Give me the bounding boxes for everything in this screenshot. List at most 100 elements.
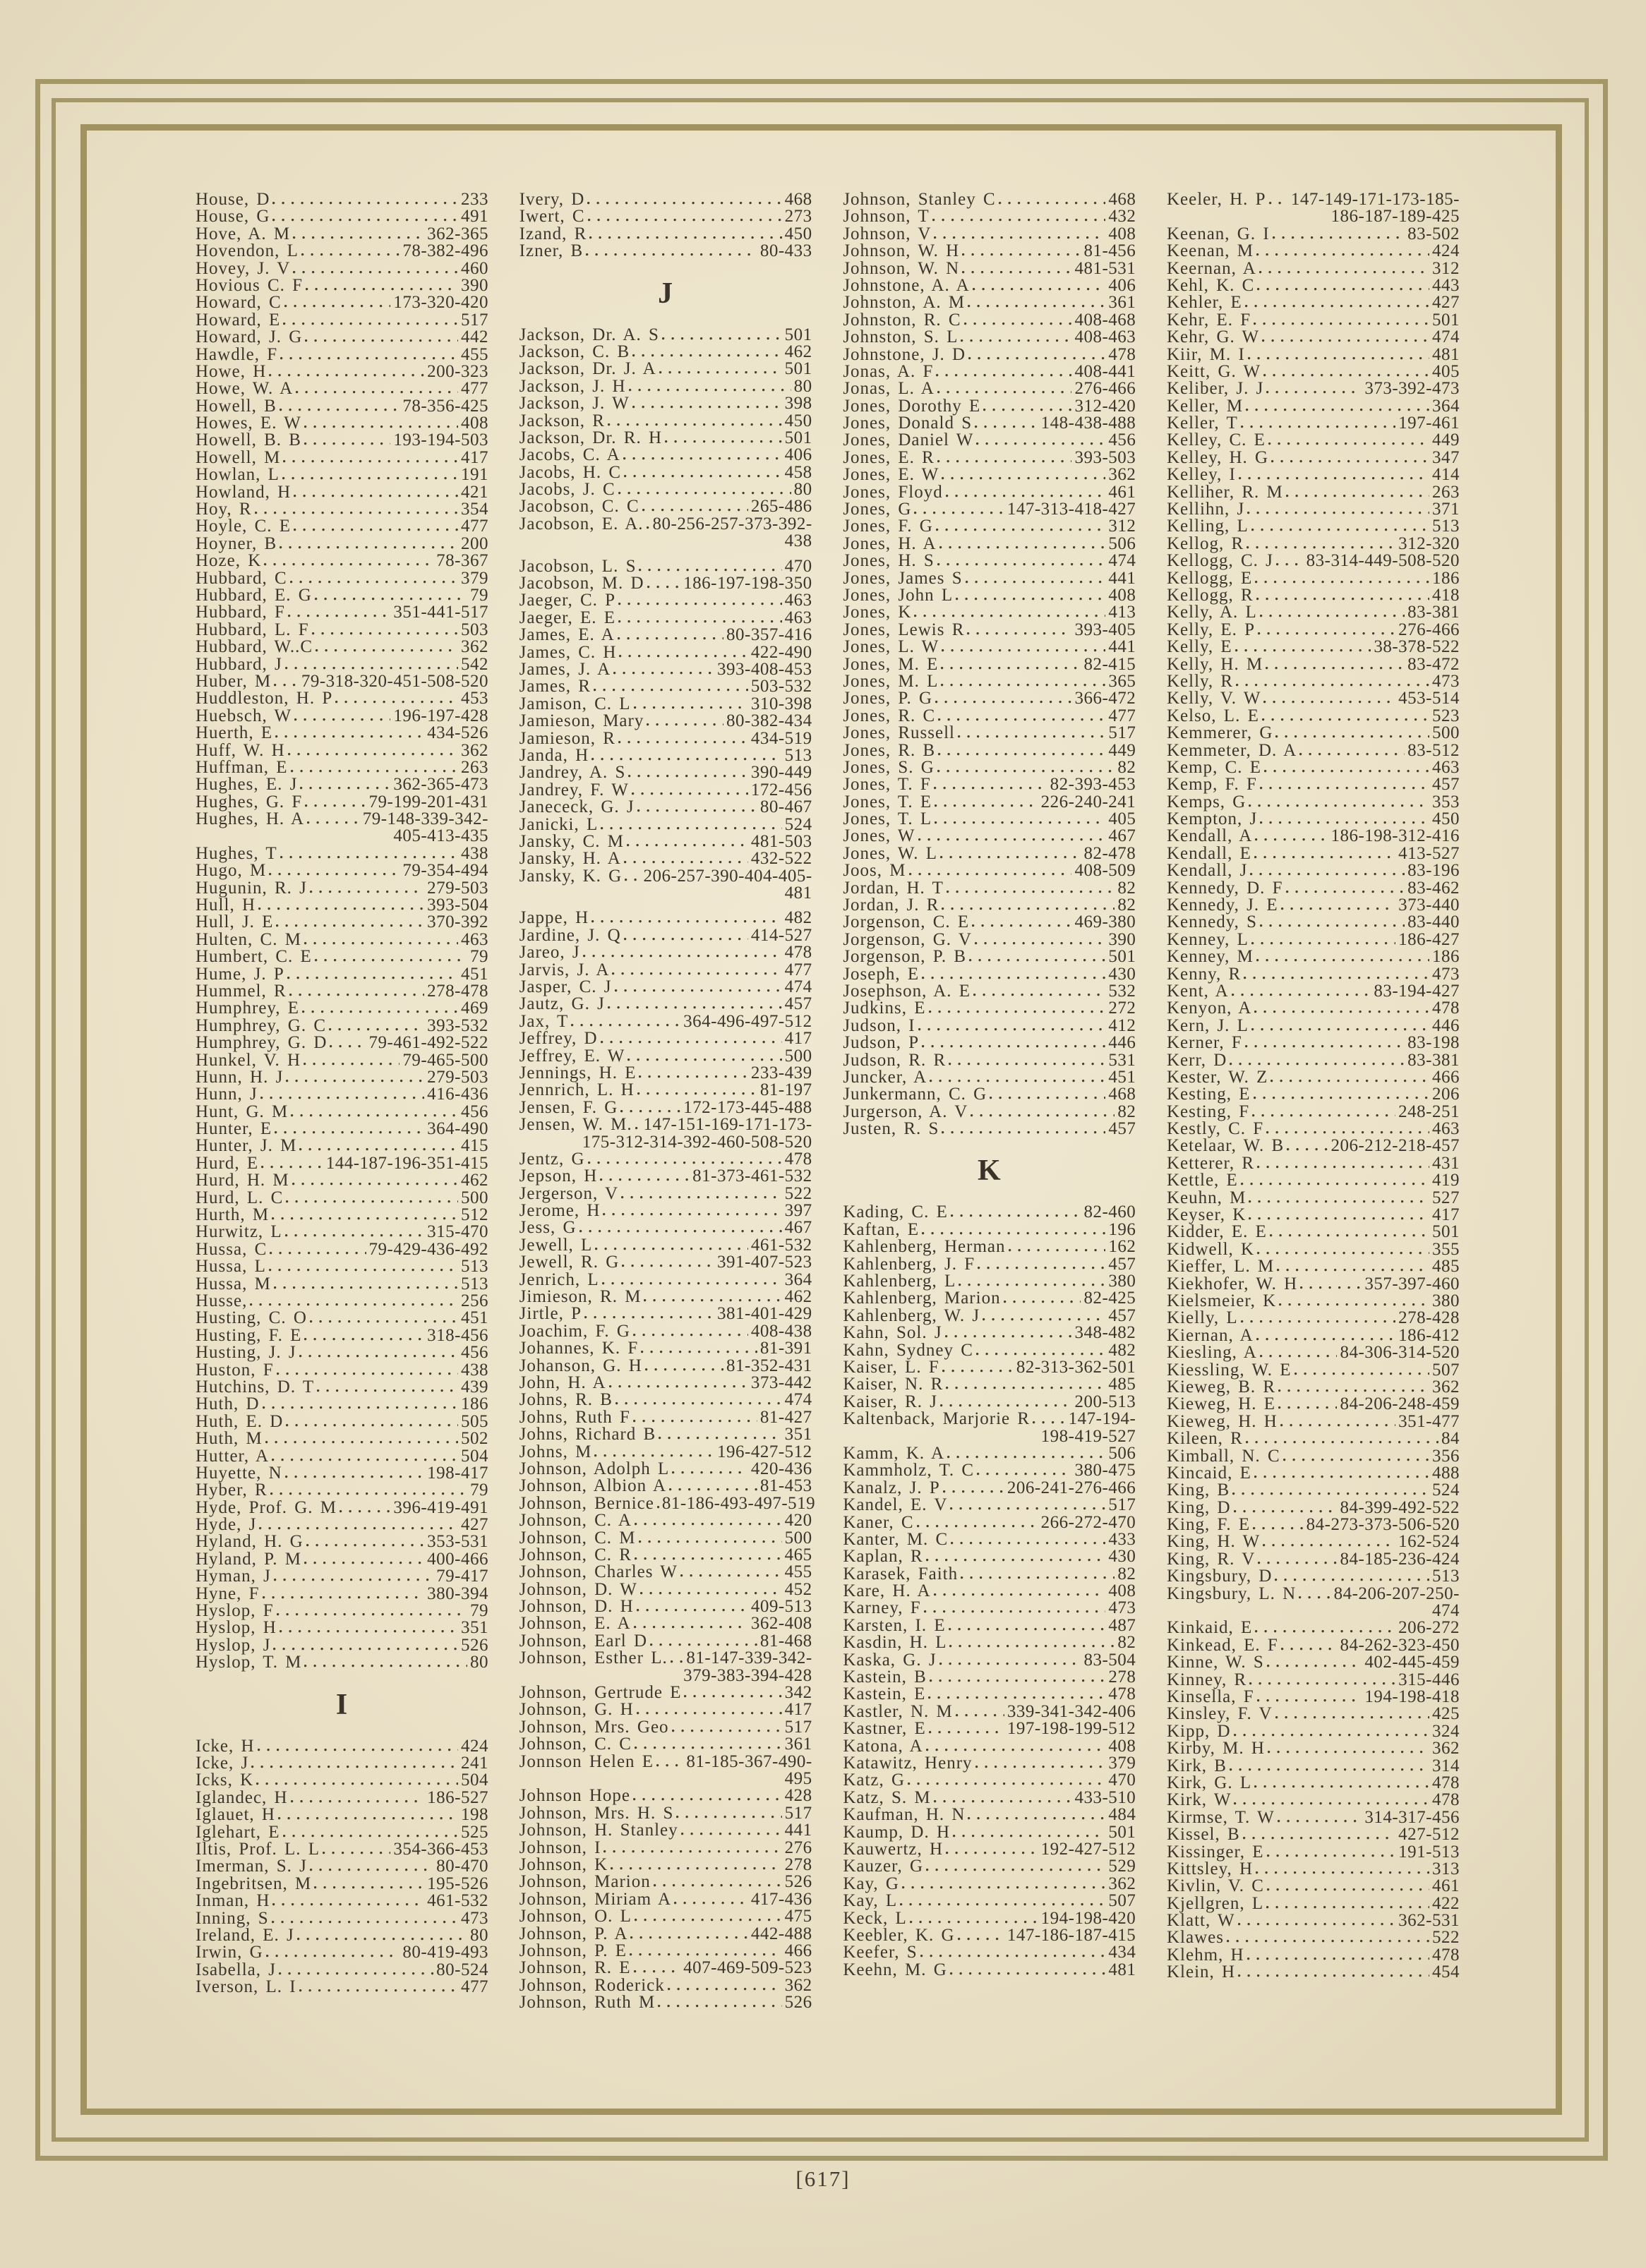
index-entry: Joos, M 408-509 <box>843 862 1136 880</box>
index-entry: Hume, J. P 451 <box>196 965 488 983</box>
index-entry: Johnston, S. L 408-463 <box>843 328 1136 346</box>
leader-dots <box>328 1035 366 1052</box>
leader-dots <box>609 1856 782 1874</box>
entry-pages: 501 <box>1108 1822 1136 1842</box>
leader-dots <box>949 1497 1106 1514</box>
entry-pages: 196-197-428 <box>393 706 488 725</box>
entry-name: Klein, H <box>1166 1962 1236 1982</box>
leader-dots <box>271 1893 425 1910</box>
entry-pages: 371 <box>1431 500 1460 519</box>
leader-dots <box>951 1823 1106 1841</box>
entry-name: Johnson, C. M <box>519 1528 636 1548</box>
leader-dots <box>302 432 391 450</box>
entry-name: Jonas, L. A <box>843 379 935 399</box>
entry-pages: 364 <box>1431 396 1460 416</box>
entry-pages: 413-527 <box>1398 843 1460 863</box>
entry-name: Hugo, M <box>196 861 267 881</box>
index-entry: Jimieson, R. M 462 <box>519 1288 812 1306</box>
entry-name: Howland, H <box>196 482 292 502</box>
leader-dots <box>956 1926 1004 1945</box>
entry-name: Hoyner, B <box>196 533 277 553</box>
entry-pages: 513 <box>1431 1567 1460 1586</box>
leader-dots <box>290 1172 458 1190</box>
entry-pages: 477 <box>1108 706 1136 725</box>
leader-dots <box>1256 1154 1429 1173</box>
entry-name: Jepson, H <box>519 1166 598 1186</box>
leader-dots <box>939 845 1081 863</box>
entry-pages: 82 <box>1117 878 1136 898</box>
index-entry: Iwert, C 273 <box>519 207 812 226</box>
section-header-I: I <box>335 1688 349 1721</box>
entry-name: Johnson Hope <box>519 1786 631 1806</box>
entry-name: Kissinger, E <box>1166 1842 1264 1862</box>
index-entry: Jax, T 364-496-497-512 <box>519 1013 812 1031</box>
entry-pages: 144-187-196-351-415 <box>325 1153 488 1173</box>
entry-name: Inman, H <box>196 1891 270 1911</box>
leader-dots <box>1265 1654 1362 1672</box>
index-entry: Jones, G 147-313-418-427 <box>843 500 1136 519</box>
index-entry: Kinsley, F. V 425 <box>1167 1705 1460 1723</box>
entry-pages: 79-354-494 <box>402 861 488 881</box>
entry-pages: 147-151-169-171-173- <box>643 1115 812 1135</box>
leader-dots <box>256 1737 458 1755</box>
leader-dots <box>1241 1826 1396 1844</box>
entry-name: Howell, B. B <box>196 430 301 450</box>
entry-name: Howe, W. A <box>196 379 294 399</box>
entry-pages: 266-272-470 <box>1040 1512 1136 1532</box>
entry-pages: 460 <box>461 258 488 278</box>
index-entry: Hyland, H. G 353-531 <box>196 1533 488 1551</box>
leader-dots <box>1232 1723 1429 1741</box>
entry-pages: 417 <box>784 1029 812 1049</box>
entry-name: Karney, F <box>843 1598 921 1618</box>
index-entry: Hyber, R 79 <box>196 1481 488 1500</box>
index-entry: Kammholz, T. C 380-475 <box>843 1461 1136 1480</box>
entry-name: Jones, W. L <box>843 843 937 863</box>
index-entry: Johnson, R. E 407-469-509-523 <box>519 1959 812 1977</box>
entry-pages: 390 <box>461 275 488 295</box>
index-entry: Kestly, C. F 463 <box>1167 1120 1460 1138</box>
leader-dots <box>932 1789 1072 1807</box>
entry-pages: 473 <box>1431 964 1460 984</box>
leader-dots <box>1270 225 1405 243</box>
index-entry: Kendall, J 83-196 <box>1167 862 1460 880</box>
index-entry: Jones, E. R 393-503 <box>843 449 1136 467</box>
entry-name: Kahn, Sol. J <box>843 1323 942 1343</box>
entry-name: James, J. A <box>519 659 611 679</box>
leader-dots <box>649 1632 757 1651</box>
entry-pages: 194-198-420 <box>1040 1908 1136 1928</box>
entry-pages: 449 <box>1431 430 1460 450</box>
entry-pages: 80-470 <box>436 1857 488 1876</box>
leader-dots <box>275 1361 458 1379</box>
entry-pages: 80 <box>470 1653 488 1672</box>
entry-name: Johnstone, J. D <box>843 344 966 364</box>
entry-name: Hove, A. M <box>196 224 291 243</box>
entry-pages: 355 <box>1431 1239 1460 1259</box>
entry-name: Kiessling, W. E <box>1166 1360 1292 1380</box>
entry-pages: 81-186-493-497-519 <box>661 1493 816 1513</box>
index-entry: Kahlenberg, W. J 457 <box>843 1307 1136 1325</box>
leader-dots <box>570 1013 681 1031</box>
leader-dots <box>1254 828 1328 845</box>
index-entry: Howell, B 78-356-425 <box>196 397 488 416</box>
index-entry: Jacobs, C. A 406 <box>519 446 812 464</box>
entry-pages: 81-147-339-342- <box>686 1648 812 1668</box>
leader-dots <box>283 1464 425 1483</box>
entry-name: Hughes, H. A <box>196 809 305 829</box>
entry-pages: 526 <box>784 1993 812 2013</box>
index-entry: Hulten, C. M 463 <box>196 931 488 949</box>
leader-dots <box>620 1185 782 1203</box>
index-entry: Joachim, F. G 408-438 <box>519 1322 812 1341</box>
index-entry: Kidder, E. E 501 <box>1167 1223 1460 1241</box>
leader-dots <box>248 1293 458 1310</box>
leader-dots <box>961 260 1072 277</box>
entry-name: Iltis, Prof. L. L <box>196 1839 320 1859</box>
entry-pages: 362 <box>784 1975 812 1995</box>
leader-dots <box>1278 1413 1396 1431</box>
entry-name: Hunkel, V. H <box>196 1050 301 1070</box>
entry-name: Jones, H. A <box>843 533 937 553</box>
leader-dots <box>316 1378 458 1397</box>
entry-name: Kay, L <box>843 1891 898 1911</box>
leader-dots <box>1232 1792 1429 1809</box>
leader-dots <box>655 1495 659 1513</box>
entry-pages: 507 <box>1431 1360 1460 1380</box>
